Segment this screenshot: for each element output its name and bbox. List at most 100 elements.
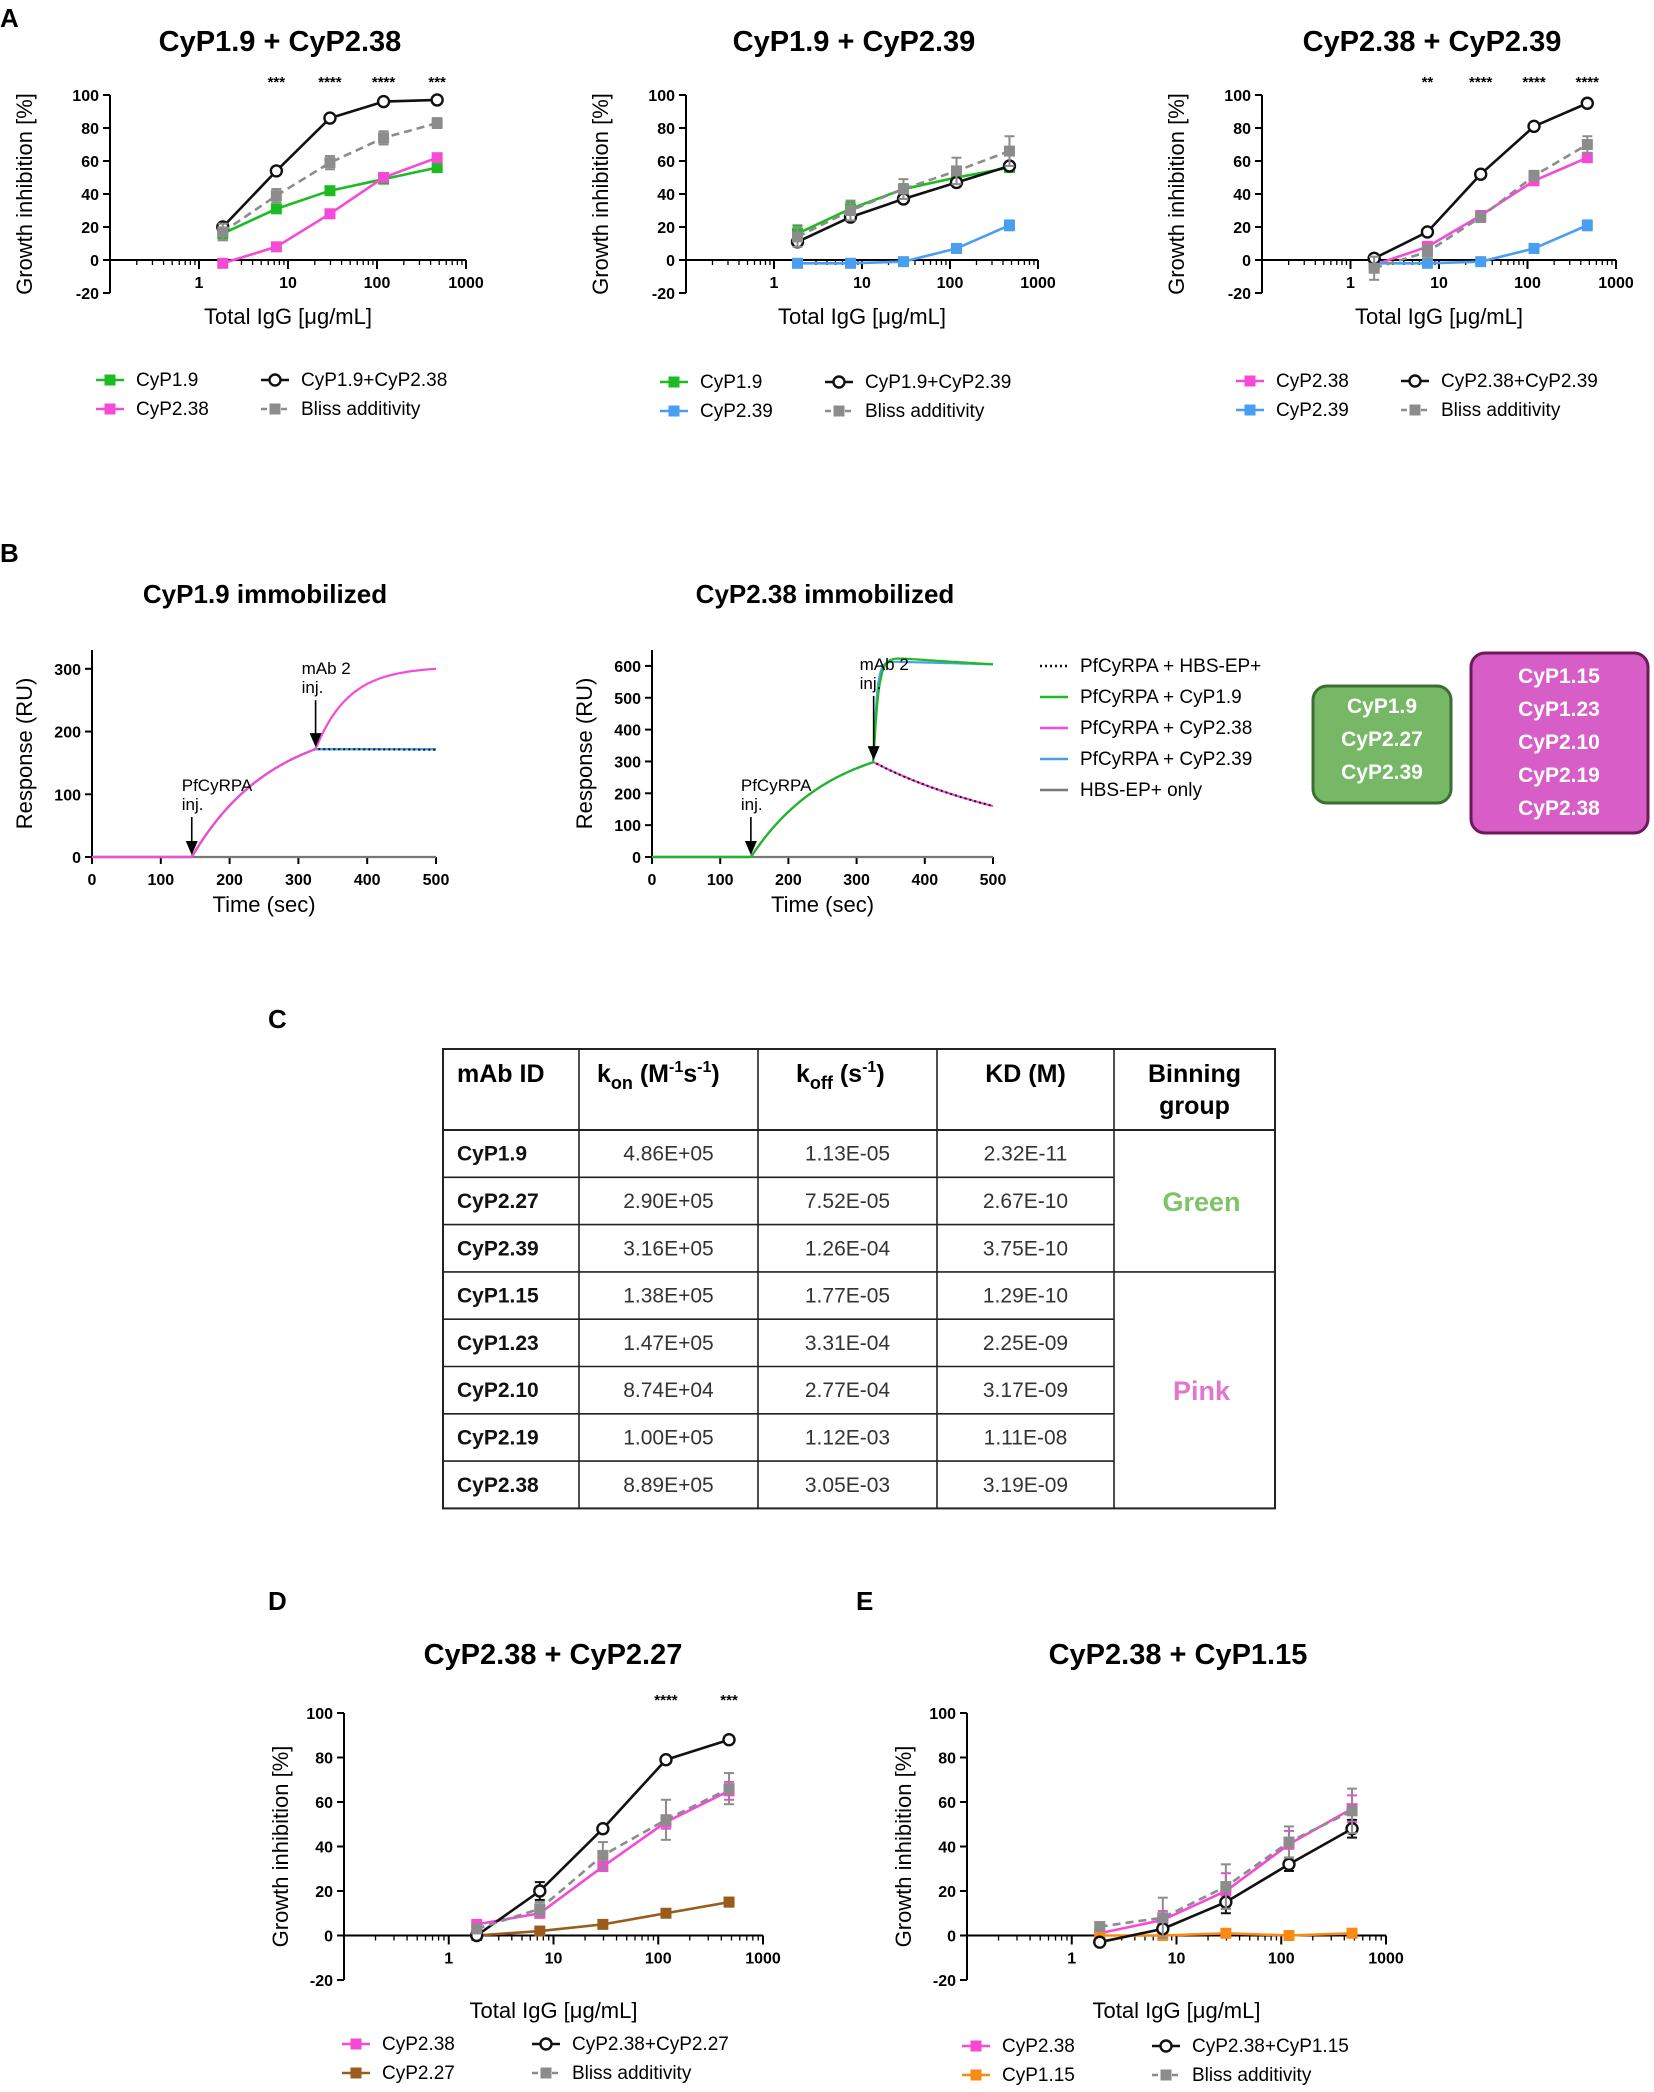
x-tick-label: 1000 — [1020, 275, 1056, 292]
y-tick-label: 20 — [315, 1884, 333, 1901]
header-part: -1 — [669, 1059, 683, 1076]
header-part: ) — [711, 1060, 719, 1088]
series-line-Bliss additivity — [1373, 143, 1588, 270]
significance-label: **** — [1576, 74, 1600, 91]
table-binning-group-pink: Pink — [1173, 1376, 1231, 1406]
injection-label: PfCyRPA — [182, 776, 253, 795]
header-part: k — [796, 1060, 810, 1088]
data-point — [1528, 242, 1540, 254]
table-cell-mab-id: CyP1.23 — [457, 1332, 539, 1355]
x-tick-label: 100 — [147, 872, 174, 889]
pink-bin-box — [1469, 651, 1650, 835]
legend-marker — [268, 373, 282, 387]
y-axis-title: Growth inhibition [%] — [891, 1746, 916, 1948]
x-axis-title: Total IgG [μg/mL] — [1093, 1998, 1261, 2023]
data-point — [431, 117, 443, 129]
x-tick-label: 1 — [444, 1951, 453, 1968]
x-tick-label: 200 — [216, 872, 243, 889]
y-tick-label: 0 — [90, 253, 99, 270]
data-point — [1283, 1836, 1295, 1848]
legend-label: CyP2.38+CyP2.27 — [572, 2034, 729, 2055]
injection-arrow-head — [185, 841, 198, 855]
panel-letter-B: B — [0, 538, 19, 568]
x-tick-label: 100 — [1514, 275, 1541, 292]
y-tick-label: 60 — [657, 154, 675, 171]
panel-letter-A: A — [0, 3, 19, 33]
panel-letter-C: C — [268, 1004, 287, 1034]
y-tick-label: 0 — [632, 850, 641, 867]
x-tick-label: 100 — [645, 1951, 672, 1968]
y-tick-label: 40 — [938, 1840, 956, 1857]
data-point — [534, 1903, 546, 1915]
legend-marker — [668, 405, 680, 417]
table-header-kon: kon (M-1s-1) — [597, 1059, 720, 1093]
data-point — [431, 152, 443, 164]
x-tick-label: 200 — [775, 872, 802, 889]
data-point — [1003, 219, 1015, 231]
significance-label: **** — [372, 74, 396, 91]
data-point — [1283, 1930, 1295, 1941]
panel-letter-E: E — [856, 1586, 873, 1616]
x-axis-title: Time (sec) — [771, 892, 874, 917]
y-axis-title: Growth inhibition [%] — [268, 1746, 293, 1948]
data-point — [217, 226, 229, 238]
header-part: s — [683, 1060, 697, 1088]
y-tick-label: 20 — [938, 1884, 956, 1901]
data-point — [378, 132, 390, 144]
table-binning-group-green: Green — [1162, 1187, 1240, 1217]
injection-label: inj. — [741, 795, 763, 814]
data-point — [1581, 219, 1593, 231]
legend-marker — [104, 374, 116, 386]
injection-label: inj. — [302, 678, 324, 697]
table-header-binning: group — [1159, 1092, 1230, 1120]
legend-marker — [668, 376, 680, 388]
legend-marker — [1244, 404, 1256, 416]
legend-label: Bliss additivity — [1441, 400, 1561, 421]
table-cell-mab-id: CyP1.9 — [457, 1143, 527, 1166]
y-tick-label: 100 — [929, 1706, 956, 1723]
y-tick-label: 60 — [1233, 154, 1251, 171]
y-tick-label: 500 — [614, 691, 641, 708]
y-tick-label: 400 — [614, 723, 641, 740]
legend-label: Bliss additivity — [1192, 2065, 1312, 2086]
legend-marker — [104, 403, 116, 415]
table-cell-kon: 1.38E+05 — [623, 1285, 714, 1308]
data-point — [723, 1783, 735, 1795]
data-point — [323, 111, 337, 125]
data-point — [431, 162, 443, 174]
significance-label: **** — [318, 74, 342, 91]
data-point — [324, 208, 336, 220]
header-part: k — [597, 1060, 611, 1088]
data-point — [378, 172, 390, 183]
data-point — [1094, 1921, 1106, 1933]
table-cell-kd: 2.32E-11 — [984, 1143, 1068, 1166]
y-tick-label: 40 — [1233, 187, 1251, 204]
data-point — [1475, 256, 1487, 268]
injection-label: mAb 2 — [302, 659, 351, 678]
y-tick-label: 100 — [648, 88, 675, 105]
table-cell-kd: 3.17E-09 — [983, 1379, 1068, 1402]
y-tick-label: 0 — [1242, 253, 1251, 270]
y-tick-label: 100 — [1224, 88, 1251, 105]
legend-label: PfCyRPA + CyP1.9 — [1080, 687, 1242, 708]
table-cell-kd: 2.67E-10 — [983, 1190, 1068, 1213]
data-point — [660, 1814, 672, 1826]
data-point — [324, 185, 336, 197]
header-part: off — [810, 1073, 834, 1093]
header-part: (s — [833, 1060, 862, 1088]
x-tick-label: 400 — [911, 872, 938, 889]
y-tick-label: 0 — [947, 1929, 956, 1946]
y-tick-label: 0 — [72, 850, 81, 867]
series-line-Bliss additivity — [222, 121, 438, 234]
x-tick-label: 10 — [1168, 1951, 1186, 1968]
legend-label: CyP1.9 — [136, 370, 198, 391]
data-point — [1528, 170, 1540, 182]
y-tick-label: 200 — [614, 786, 641, 803]
y-tick-label: 40 — [657, 187, 675, 204]
legend-marker — [269, 403, 281, 415]
y-tick-label: 0 — [666, 253, 675, 270]
legend-label: Bliss additivity — [865, 401, 985, 422]
table-cell-koff: 2.77E-04 — [805, 1379, 891, 1402]
data-point — [1220, 1881, 1232, 1893]
y-tick-label: 200 — [54, 725, 81, 742]
